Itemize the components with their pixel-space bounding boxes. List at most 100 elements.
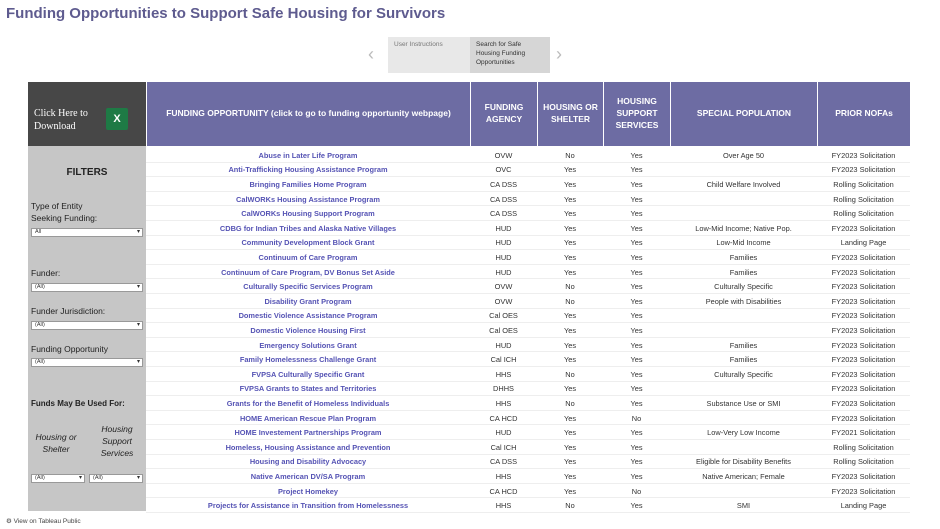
cell: FY2023 Solicitation bbox=[831, 282, 896, 292]
cell: Substance Use or SMI bbox=[706, 398, 781, 408]
cell: Yes bbox=[630, 325, 643, 335]
cell: HUD bbox=[495, 252, 512, 262]
cell: Families bbox=[729, 267, 758, 277]
cell: CA HCD bbox=[489, 413, 518, 423]
cell: Yes bbox=[630, 311, 643, 321]
cell: No bbox=[565, 501, 575, 511]
filter-dropdown[interactable]: (All) bbox=[31, 321, 143, 330]
cell: Yes bbox=[630, 238, 643, 248]
cell: Child Welfare Involved bbox=[706, 179, 781, 189]
opportunity-link[interactable]: Bringing Families Home Program bbox=[249, 179, 367, 189]
cell: FY2023 Solicitation bbox=[831, 384, 896, 394]
row bbox=[146, 163, 910, 178]
cell: HHS bbox=[495, 501, 512, 511]
cell: Yes bbox=[630, 267, 643, 277]
download-label: Click Here to Download bbox=[34, 108, 88, 132]
opportunity-link[interactable]: FVPSA Culturally Specific Grant bbox=[251, 369, 365, 379]
cell: Yes bbox=[630, 457, 643, 467]
cell: Yes bbox=[563, 457, 577, 467]
cell: Yes bbox=[563, 209, 577, 219]
opportunity-link[interactable]: HOME Investement Partnerships Program bbox=[234, 428, 382, 438]
cell: Yes bbox=[563, 223, 577, 233]
opportunity-link[interactable]: CalWORKs Housing Assistance Program bbox=[236, 194, 380, 204]
next-arrow[interactable]: › bbox=[556, 44, 562, 64]
opportunity-link[interactable]: Abuse in Later Life Program bbox=[258, 150, 358, 160]
opportunity-link[interactable]: Homeless, Housing Assistance and Prevent… bbox=[225, 442, 391, 452]
nav-tab[interactable]: Search for Safe Housing Funding Opportun… bbox=[470, 37, 550, 73]
cell: Yes bbox=[630, 428, 643, 438]
cell: FY2023 Solicitation bbox=[831, 398, 896, 408]
opportunity-link[interactable]: Family Homelessness Challenge Grant bbox=[239, 355, 377, 365]
cell: Cal OES bbox=[489, 311, 518, 321]
page-title: Funding Opportunities to Support Safe Ho… bbox=[6, 5, 446, 22]
filter-label: Funder: bbox=[31, 268, 61, 278]
cell: Yes bbox=[563, 442, 577, 452]
cell: Cal ICH bbox=[490, 442, 517, 452]
fund-dropdown[interactable]: (All) bbox=[31, 474, 85, 483]
row bbox=[146, 455, 910, 470]
row bbox=[146, 425, 910, 440]
cell: Yes bbox=[563, 194, 577, 204]
opportunity-link[interactable]: Projects for Assistance in Transition fr… bbox=[207, 501, 409, 511]
opportunity-link[interactable]: HOME American Rescue Plan Program bbox=[239, 413, 377, 423]
row bbox=[146, 352, 910, 367]
fund-dropdown[interactable]: (All) bbox=[89, 474, 143, 483]
opportunity-link[interactable]: FVPSA Grants to States and Territories bbox=[239, 384, 377, 394]
opportunity-link[interactable]: Emergency Solutions Grant bbox=[259, 340, 357, 350]
opportunity-link[interactable]: Domestic Violence Assistance Program bbox=[238, 311, 378, 321]
column-header: PRIOR NOFAs bbox=[817, 82, 910, 146]
opportunity-link[interactable]: Grants for the Benefit of Homeless Indiv… bbox=[226, 398, 390, 408]
cell: FY2023 Solicitation bbox=[831, 150, 896, 160]
cell: HHS bbox=[495, 369, 512, 379]
fund-label: Housing or Shelter bbox=[35, 432, 77, 454]
cell: Yes bbox=[563, 252, 577, 262]
prev-arrow[interactable]: ‹ bbox=[368, 44, 374, 64]
opportunity-link[interactable]: Disability Grant Program bbox=[264, 296, 352, 306]
opportunity-link[interactable]: Anti-Trafficking Housing Assistance Prog… bbox=[228, 165, 388, 175]
opportunity-link[interactable]: Housing and Disability Advocacy bbox=[249, 457, 367, 467]
opportunity-link[interactable]: CDBG for Indian Tribes and Alaska Native… bbox=[219, 223, 397, 233]
cell: Native American; Female bbox=[702, 471, 785, 481]
cell: Low-Mid Income; Native Pop. bbox=[695, 223, 792, 233]
cell: Yes bbox=[630, 296, 643, 306]
cell: HUD bbox=[495, 223, 512, 233]
row bbox=[146, 192, 910, 207]
cell: Yes bbox=[630, 340, 643, 350]
footer-link[interactable]: ⚙ View on Tableau Public bbox=[6, 517, 81, 525]
cell: Yes bbox=[563, 267, 577, 277]
opportunity-link[interactable]: CalWORKs Housing Support Program bbox=[241, 209, 375, 219]
opportunity-link[interactable]: Project Homekey bbox=[278, 486, 338, 496]
cell: Families bbox=[729, 355, 758, 365]
row bbox=[146, 148, 910, 163]
cell: No bbox=[565, 369, 575, 379]
filter-dropdown[interactable]: (All) bbox=[31, 283, 143, 292]
cell: Rolling Solicitation bbox=[833, 179, 894, 189]
excel-icon: X bbox=[106, 108, 128, 130]
cell: Yes bbox=[630, 355, 643, 365]
cell: HHS bbox=[495, 471, 512, 481]
cell: OVC bbox=[495, 165, 512, 175]
row bbox=[146, 367, 910, 382]
opportunity-link[interactable]: Native American DV/SA Program bbox=[250, 471, 366, 481]
download-button[interactable]: Click Here to Download X bbox=[28, 82, 146, 146]
cell: FY2023 Solicitation bbox=[831, 486, 896, 496]
cell: No bbox=[565, 296, 575, 306]
cell: Yes bbox=[630, 384, 643, 394]
filter-dropdown[interactable]: (All) bbox=[31, 358, 143, 367]
funds-heading: Funds May Be Used For: bbox=[31, 399, 125, 408]
opportunity-link[interactable]: Continuum of Care Program, DV Bonus Set … bbox=[221, 267, 395, 277]
cell: FY2023 Solicitation bbox=[831, 223, 896, 233]
column-header: FUNDING OPPORTUNITY (click to go to fund… bbox=[146, 82, 470, 146]
cell: Yes bbox=[563, 325, 577, 335]
opportunity-link[interactable]: Continuum of Care Program bbox=[258, 252, 358, 262]
opportunity-link[interactable]: Domestic Violence Housing First bbox=[250, 325, 366, 335]
nav-tab[interactable]: User Instructions bbox=[388, 37, 470, 73]
opportunity-link[interactable]: Culturally Specific Services Program bbox=[243, 282, 373, 292]
cell: Over Age 50 bbox=[722, 150, 765, 160]
cell: FY2023 Solicitation bbox=[831, 413, 896, 423]
cell: No bbox=[631, 486, 642, 496]
filter-dropdown[interactable]: All bbox=[31, 228, 143, 237]
cell: CA DSS bbox=[489, 209, 518, 219]
opportunity-link[interactable]: Community Development Block Grant bbox=[241, 238, 375, 248]
